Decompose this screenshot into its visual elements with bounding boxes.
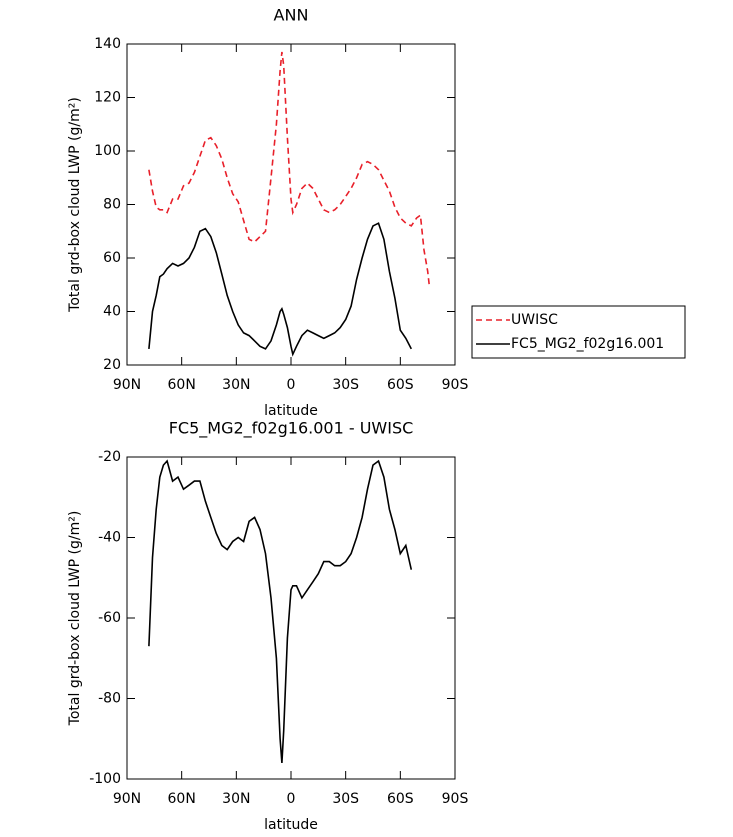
y-tick-label: 140: [94, 36, 121, 52]
y-axis-label: Total grd-box cloud LWP (g/m²): [67, 97, 83, 313]
plot-frame: [126, 43, 456, 366]
y-axis-label: Total grd-box cloud LWP (g/m²): [67, 511, 83, 727]
y-tick-label: 60: [103, 250, 121, 266]
x-tick-label: 30N: [222, 791, 250, 807]
x-tick-label: 60S: [387, 791, 414, 807]
x-tick-label: 60S: [387, 377, 414, 393]
x-tick-label: 30N: [222, 377, 250, 393]
legend-label: UWISC: [511, 312, 558, 328]
x-tick-label: 60N: [168, 791, 196, 807]
x-tick-label: 90N: [113, 377, 141, 393]
plot-frame: [126, 456, 456, 780]
x-tick-label: 0: [287, 791, 296, 807]
x-axis-label: latitude: [264, 817, 318, 833]
x-tick-label: 0: [287, 377, 296, 393]
x-tick-label: 30S: [332, 377, 359, 393]
y-tick-label: -20: [98, 449, 121, 465]
y-tick-label: 40: [103, 304, 121, 320]
chart-title: ANN: [274, 6, 309, 25]
legend-label: FC5_MG2_f02g16.001: [511, 336, 664, 352]
y-tick-label: -60: [98, 610, 121, 626]
y-tick-label: 20: [103, 357, 121, 373]
y-tick-label: 100: [94, 143, 121, 159]
y-tick-label: -80: [98, 691, 121, 707]
x-tick-label: 90S: [442, 791, 469, 807]
legend: UWISC FC5_MG2_f02g16.001: [471, 305, 686, 359]
x-tick-label: 90N: [113, 791, 141, 807]
chart-title: FC5_MG2_f02g16.001 - UWISC: [169, 419, 414, 439]
y-tick-label: -40: [98, 530, 121, 546]
x-tick-label: 60N: [168, 377, 196, 393]
y-tick-label: 80: [103, 197, 121, 213]
legend-box: [471, 305, 686, 359]
data-line: [148, 222, 413, 357]
y-tick-label: -100: [89, 771, 121, 787]
x-tick-label: 30S: [332, 791, 359, 807]
data-line: [148, 459, 413, 763]
x-axis-label: latitude: [264, 403, 318, 419]
data-line: [148, 51, 431, 288]
x-tick-label: 90S: [442, 377, 469, 393]
y-tick-label: 120: [94, 90, 121, 106]
